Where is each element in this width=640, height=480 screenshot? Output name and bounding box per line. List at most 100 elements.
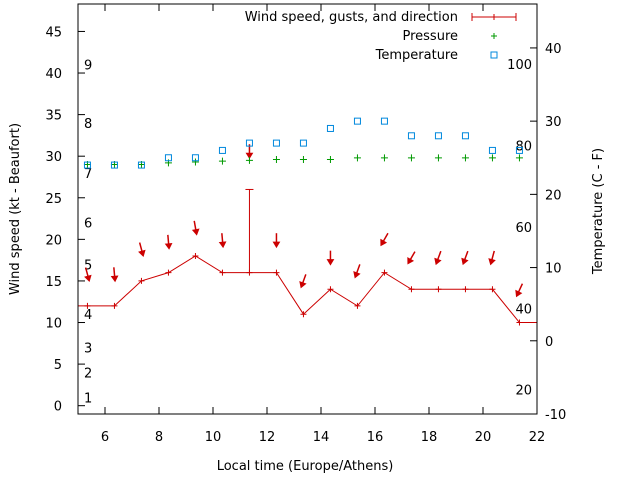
y-right-tick-label: 40: [545, 42, 562, 57]
temperature-point: [353, 117, 361, 125]
y-left-tick-label: 20: [45, 233, 62, 248]
legend-label-temperature: Temperature: [375, 48, 458, 63]
arrow-head: [245, 152, 254, 160]
y-right-tick-label: 30: [545, 115, 562, 130]
x-tick-label: 12: [259, 430, 276, 445]
legend: Wind speed, gusts, and direction Pressur…: [245, 10, 517, 63]
y-left-tick-label: 30: [45, 150, 62, 165]
legend-key-pressure: [491, 33, 497, 39]
legend-keys: [471, 13, 517, 59]
beaufort-label: 1: [84, 391, 92, 406]
wind-direction-arrow: [407, 251, 416, 265]
wind-direction-arrow: [272, 233, 281, 249]
scale-labels-layer: 6 8 10 12 14 16 18 20 22051015202530354045-10010…: [45, 25, 566, 445]
arrow-head: [110, 275, 119, 283]
beaufort-label: 4: [84, 308, 92, 323]
x-axis-label: Local time (Europe/Athens): [217, 459, 394, 474]
wind-speed-point: [273, 269, 280, 276]
wind-speed-point: [84, 302, 91, 309]
y-axis-label-right: Temperature (C - F): [591, 148, 606, 275]
wind-direction-arrow: [461, 250, 469, 266]
y-left-tick-label: 15: [45, 275, 62, 290]
x-tick-label: 10: [205, 430, 222, 445]
temperature-point: [461, 132, 469, 140]
arrow-head: [488, 258, 496, 266]
y-left-tick-label: 5: [54, 358, 62, 373]
y-left-tick-label: 25: [45, 192, 62, 207]
y-right-tick-label: 10: [545, 262, 562, 277]
wind-direction-arrow: [380, 232, 389, 247]
y-left-tick-label: 45: [45, 25, 62, 40]
temperature-point: [299, 139, 307, 147]
wind-direction-arrow: [299, 274, 307, 289]
wind-direction-arrow: [488, 250, 496, 266]
fahrenheit-label: 60: [515, 221, 532, 236]
temperature-point: [110, 161, 118, 169]
arrow-head: [138, 249, 146, 258]
beaufort-label: 3: [84, 341, 92, 356]
temperature-point: [434, 132, 442, 140]
wind-direction-arrow: [138, 242, 146, 258]
pressure-point: [272, 156, 280, 164]
wind-direction-arrow: [218, 233, 227, 249]
pressure-point: [515, 154, 523, 162]
wind-direction-arrow: [515, 283, 524, 298]
arrow-head: [84, 274, 92, 282]
beaufort-label: 5: [84, 258, 92, 273]
beaufort-label: 6: [84, 217, 92, 232]
temperature-point: [488, 146, 496, 154]
beaufort-label: 9: [84, 59, 92, 74]
y-left-tick-label: 40: [45, 67, 62, 82]
pressure-point: [407, 154, 415, 162]
arrow-head: [461, 257, 469, 266]
y-right-tick-label: 0: [545, 335, 553, 350]
pressure-point: [218, 157, 226, 165]
wind-speed-point: [111, 302, 118, 309]
pressure-point: [326, 156, 334, 164]
y-right-tick-label: 20: [545, 188, 562, 203]
x-tick-label: 20: [475, 430, 492, 445]
arrow-head: [353, 271, 361, 279]
arrow-head: [164, 243, 173, 250]
temperature-point: [191, 154, 199, 162]
wind-speed-point: [165, 269, 172, 276]
wind-direction-arrow: [434, 250, 442, 266]
arrow-head: [326, 259, 335, 266]
arrow-head: [515, 289, 523, 298]
temperature-point: [164, 154, 172, 162]
legend-key-wind: [471, 13, 517, 21]
arrow-head: [434, 257, 442, 266]
y-left-tick-label: 10: [45, 317, 62, 332]
wind-speed-point: [489, 286, 496, 293]
temperature-point: [218, 146, 226, 154]
wind-direction-arrow: [326, 250, 335, 266]
temperature-point: [137, 161, 145, 169]
beaufort-label: 7: [84, 167, 92, 182]
x-tick-label: 22: [529, 430, 546, 445]
pressure-point: [488, 154, 496, 162]
y-right-tick-label: -10: [545, 408, 566, 423]
y-left-tick-label: 35: [45, 109, 62, 124]
x-tick-label: 18: [421, 430, 438, 445]
wind-speed-point: [300, 311, 307, 318]
fahrenheit-label: 80: [515, 140, 532, 155]
wind-speed-point: [138, 277, 145, 284]
temperature-point: [380, 117, 388, 125]
x-tick-label: 16: [367, 430, 384, 445]
plot-frame: [77, 3, 538, 415]
arrow-head: [380, 238, 388, 247]
wind-direction-arrow: [84, 267, 92, 282]
wind-direction-arrow: [353, 264, 361, 279]
y-left-tick-label: 0: [54, 400, 62, 415]
beaufort-label: 2: [84, 366, 92, 381]
temperature-point: [83, 161, 91, 169]
wind-speed-point: [516, 319, 523, 326]
fahrenheit-label: 40: [515, 302, 532, 317]
wind-speed-point: [219, 269, 226, 276]
fahrenheit-label: 20: [515, 384, 532, 399]
pressure-point: [380, 154, 388, 162]
legend-key-temperature: [490, 51, 498, 59]
x-tick-label: 6: [101, 430, 109, 445]
arrow-head: [218, 241, 227, 249]
